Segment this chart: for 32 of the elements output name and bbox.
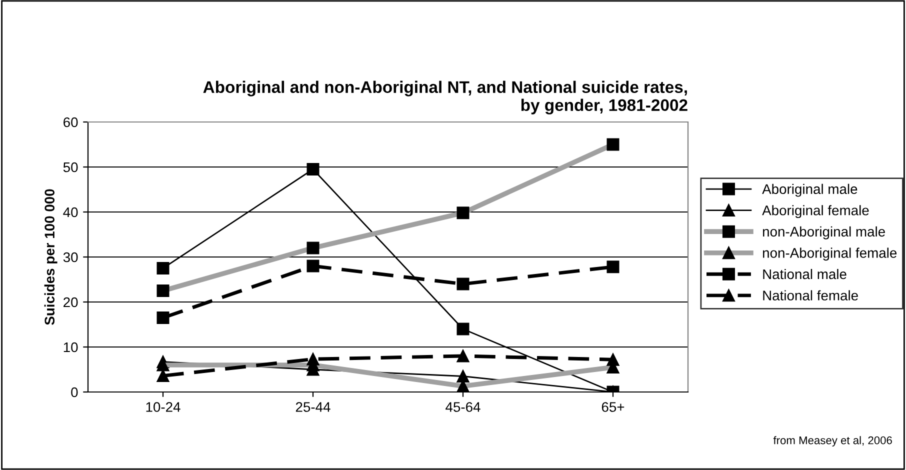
y-tick-label: 10	[64, 342, 78, 352]
y-tick-label: 0	[71, 387, 78, 398]
y-tick-label: 20	[64, 297, 78, 308]
legend-label: non-Aboriginal female	[762, 248, 897, 261]
legend-label: Aboriginal male	[762, 184, 858, 197]
chart-title: Aboriginal and non-Aboriginal NT, and National suicide rates, by gender, 1981-2002	[203, 80, 688, 114]
x-tick-label: 10-24	[146, 402, 180, 412]
x-tick-label: 45-64	[446, 402, 480, 412]
legend-label: Aboriginal female	[762, 205, 869, 218]
legend-label: National male	[763, 268, 846, 280]
x-tick-label: 25-44	[296, 402, 330, 412]
point	[156, 370, 170, 382]
point	[456, 278, 470, 290]
point	[456, 370, 470, 382]
point	[156, 312, 170, 324]
x-tick-label: 65+	[602, 402, 624, 412]
point	[606, 260, 620, 274]
point	[606, 353, 620, 366]
y-tick-label: 30	[63, 252, 78, 262]
point	[306, 163, 320, 176]
legend-label: non-Aboriginal male	[762, 226, 885, 240]
point	[156, 262, 170, 274]
y-axis-title: Suicides per 100 000	[44, 189, 58, 325]
y-tick-label: 60	[64, 117, 78, 128]
y-tick-label: 40	[63, 207, 78, 218]
y-tick-label: 50	[63, 162, 78, 172]
text: from Measey et al, 2006	[773, 436, 892, 446]
point	[306, 352, 320, 366]
point	[456, 350, 470, 362]
point	[306, 260, 320, 272]
point	[456, 322, 470, 336]
legend-label: National female	[763, 290, 858, 300]
